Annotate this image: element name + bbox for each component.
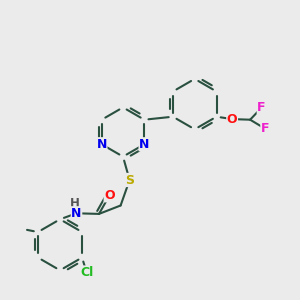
Text: F: F bbox=[261, 122, 269, 135]
Text: O: O bbox=[227, 112, 237, 126]
Text: S: S bbox=[125, 173, 134, 187]
Text: N: N bbox=[97, 138, 107, 151]
Text: O: O bbox=[104, 189, 115, 202]
Text: F: F bbox=[257, 101, 266, 114]
Text: N: N bbox=[71, 207, 82, 220]
Text: Cl: Cl bbox=[80, 266, 93, 279]
Text: N: N bbox=[139, 138, 149, 151]
Text: H: H bbox=[70, 197, 80, 210]
